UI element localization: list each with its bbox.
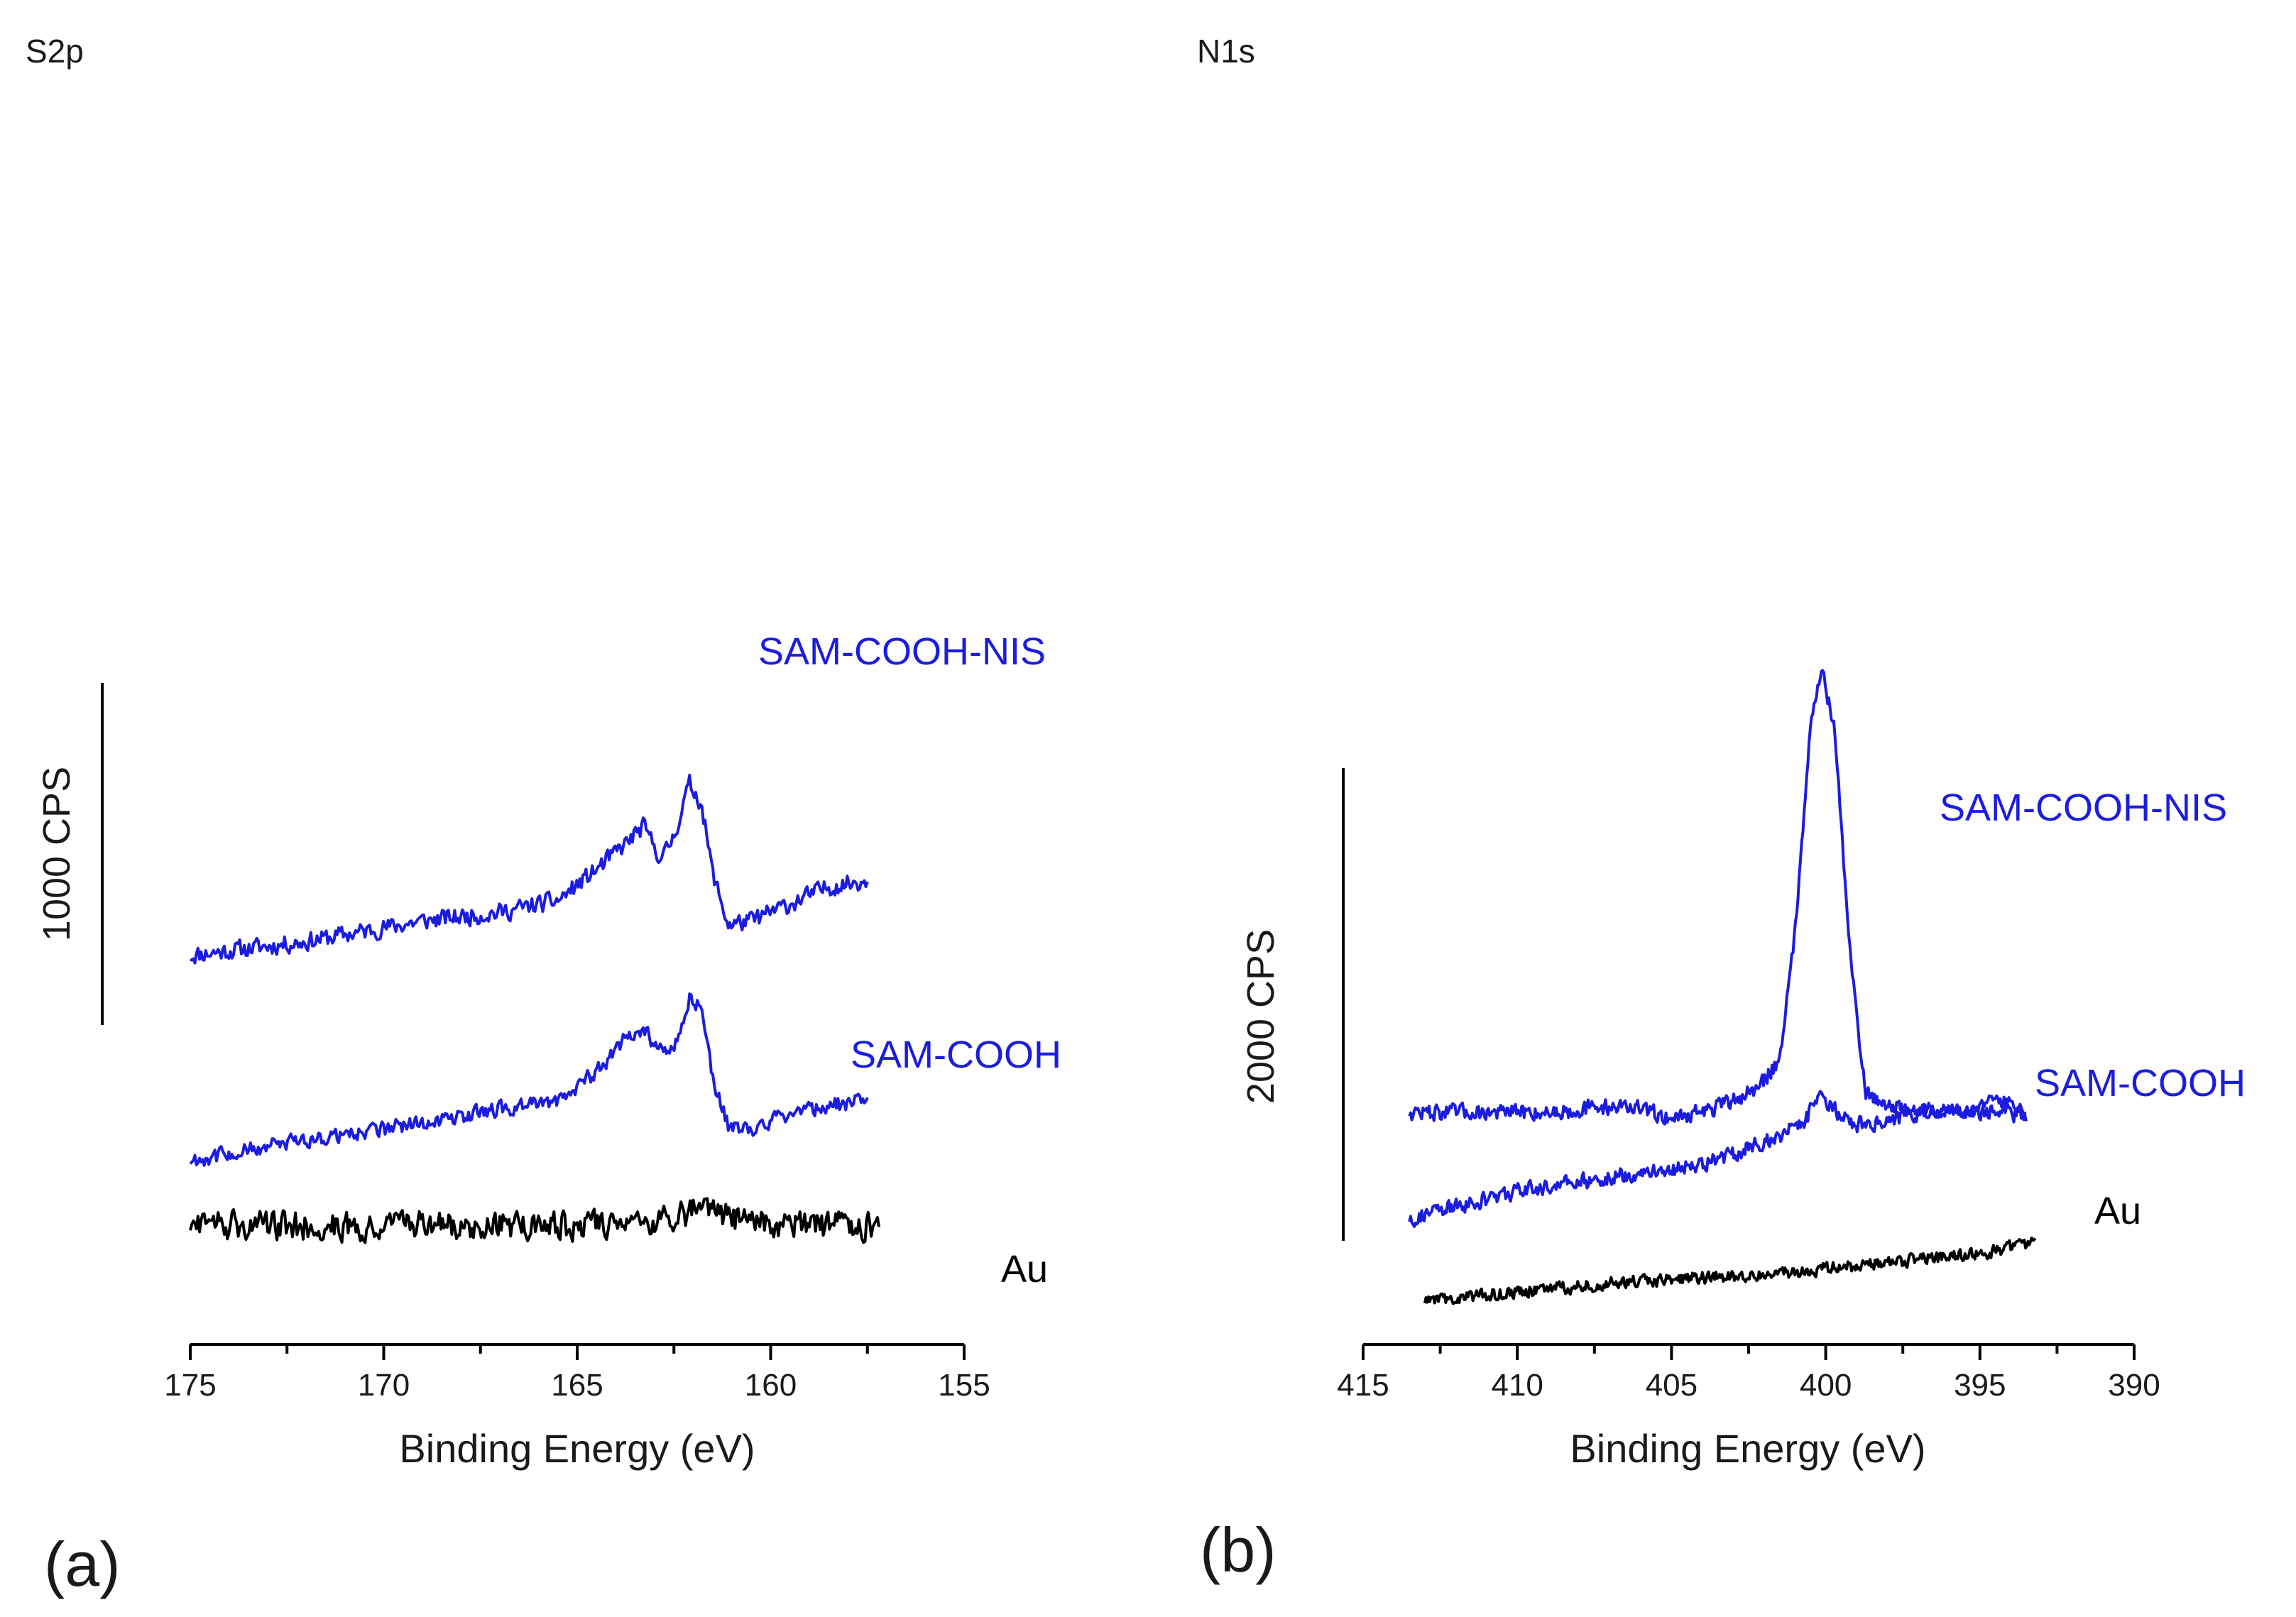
panel-a-legend-sam-cooh-nis: SAM-COOH-NIS <box>758 630 1046 673</box>
panel-a-legend-au: Au <box>1001 1248 1048 1290</box>
panel-b-legend-sam-cooh: SAM-COOH <box>2035 1062 2246 1105</box>
panel-b-trace-sam-cooh <box>1408 1090 2027 1228</box>
panel-b-tick-label-395: 395 <box>1954 1368 2006 1403</box>
panel-a-tick-label-160: 160 <box>745 1368 797 1403</box>
panel-b-tick-label-400: 400 <box>1800 1368 1852 1403</box>
panel-a-s2p: S2p 175 170 165 160 155 Binding Energy (… <box>26 33 1061 1599</box>
panel-a-tick-label-155: 155 <box>938 1368 990 1403</box>
panel-b-trace-au <box>1423 1237 2037 1305</box>
panel-b-tick-label-405: 405 <box>1646 1368 1698 1403</box>
panel-a-trace-au <box>189 1197 881 1244</box>
panel-b-trace-sam-cooh-nis <box>1408 669 2028 1126</box>
panel-b-letter: (b) <box>1200 1515 1277 1585</box>
panel-a-x-axis-title: Binding Energy (eV) <box>399 1426 755 1471</box>
panel-b-n1s: N1s 415 410 405 400 395 390 Binding Ener… <box>1197 33 2246 1585</box>
panel-b-x-axis-title: Binding Energy (eV) <box>1570 1426 1925 1471</box>
panel-a-scale-bar-label: 1000 CPS <box>35 767 78 941</box>
panel-b-tick-label-415: 415 <box>1337 1368 1389 1403</box>
panel-b-x-ticks <box>1362 1344 2136 1360</box>
panel-a-legend-sam-cooh: SAM-COOH <box>851 1034 1061 1076</box>
panel-b-tick-label-410: 410 <box>1491 1368 1543 1403</box>
panel-a-tick-label-170: 170 <box>358 1368 410 1403</box>
panel-a-trace-sam-cooh <box>189 992 869 1167</box>
panel-a-tick-label-165: 165 <box>551 1368 603 1403</box>
panel-a-trace-sam-cooh-nis <box>190 774 869 965</box>
panel-a-tick-label-175: 175 <box>164 1368 216 1403</box>
panel-a-title: S2p <box>26 33 84 70</box>
panel-b-legend-au: Au <box>2094 1190 2141 1232</box>
panel-b-tick-label-390: 390 <box>2108 1368 2160 1403</box>
panel-b-scale-bar-label: 2000 CPS <box>1240 929 1282 1104</box>
panel-b-title: N1s <box>1197 33 1255 70</box>
panel-a-x-ticks <box>189 1344 966 1360</box>
panel-b-legend-sam-cooh-nis: SAM-COOH-NIS <box>1940 786 2227 829</box>
panel-a-letter: (a) <box>44 1529 121 1599</box>
